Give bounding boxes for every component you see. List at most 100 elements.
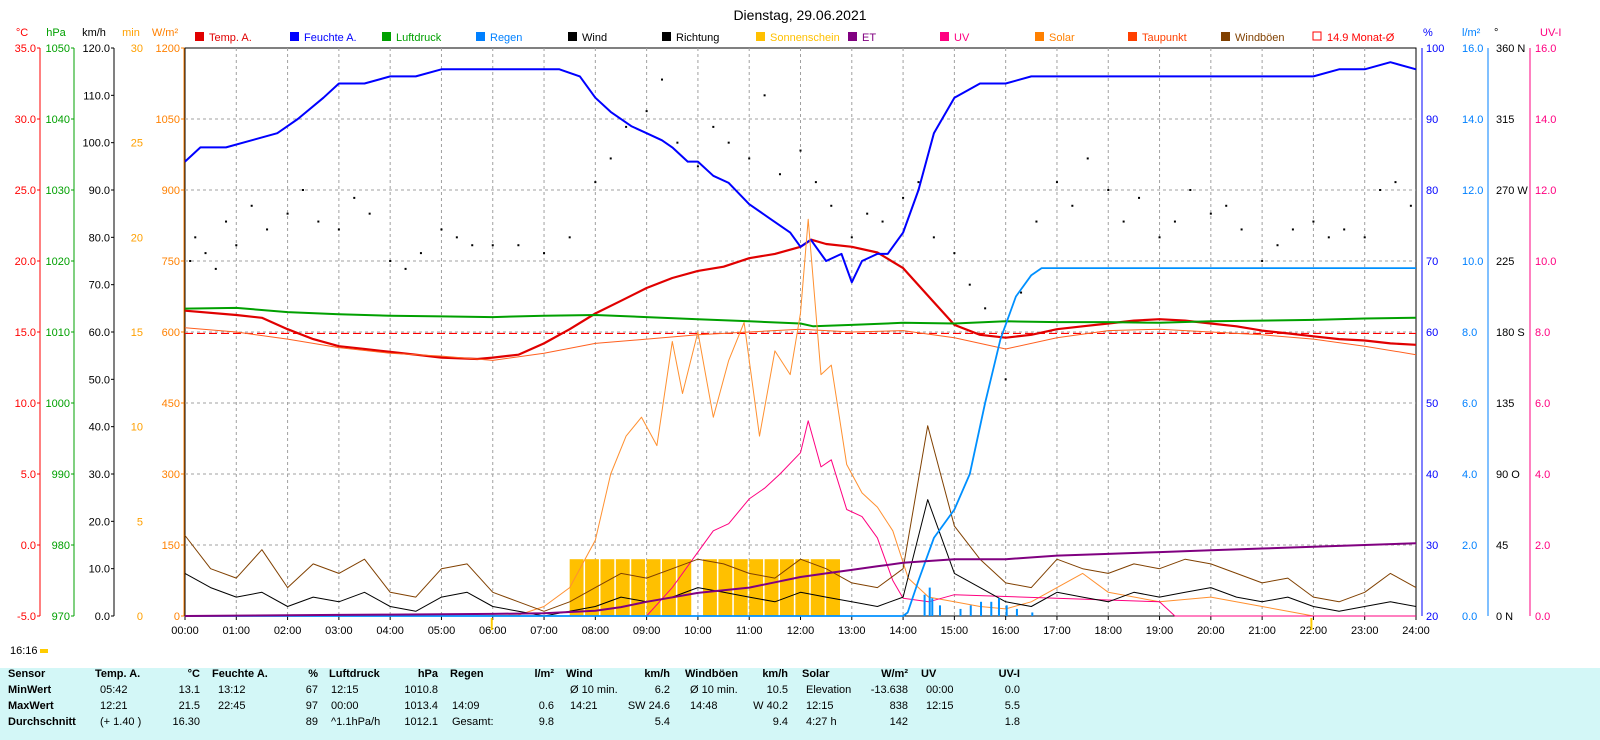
direction-point [968, 283, 971, 286]
rain-tick-label: 16.0 [1462, 43, 1483, 55]
direction-point [1189, 189, 1192, 191]
sunshine-tick-label: 20 [131, 232, 143, 244]
wind-tick-label: 110.0 [83, 90, 110, 102]
uvi-tick-label: 12.0 [1535, 185, 1556, 197]
stats-gusts-time: Ø 10 min. [690, 684, 738, 696]
legend-label-gusts: Windböen [1235, 32, 1285, 44]
wind-axis-unit: km/h [82, 27, 106, 39]
direction-point [609, 157, 612, 160]
direction-point [517, 244, 520, 247]
direction-point [1394, 181, 1397, 184]
stats-solar-value: 838 [889, 700, 908, 712]
stats-solar-value: -13.638 [870, 684, 908, 696]
direction-point [1343, 228, 1346, 231]
stats-uv-time: 00:00 [926, 684, 954, 696]
legend-label-direction: Richtung [676, 32, 719, 44]
current-time-label: 16:16 [10, 645, 38, 657]
direction-point [491, 244, 494, 247]
direction-point [286, 212, 289, 215]
wind-tick-label: 50.0 [89, 374, 110, 386]
direction-point [902, 196, 905, 199]
pressure-tick-label: 1020 [46, 256, 70, 268]
stats-wind-time: 14:21 [570, 700, 598, 712]
rain-rate-bar [1031, 612, 1034, 616]
stats-humidity-time: 22:45 [218, 700, 246, 712]
direction-tick-label: 360 N [1496, 43, 1525, 55]
stats-header-solar: Solar [802, 668, 830, 680]
direction-point [194, 236, 197, 239]
direction-point [568, 236, 571, 239]
direction-point [661, 78, 664, 81]
stats-temp-time: (+ 1.40 ) [100, 716, 142, 728]
legend-swatch-direction [662, 32, 671, 41]
direction-point [645, 110, 648, 113]
stats-header-gusts: Windböen [685, 668, 739, 680]
direction-point [235, 244, 238, 247]
solar-tick-label: 1200 [156, 43, 180, 55]
wind-tick-label: 70.0 [89, 280, 110, 292]
direction-tick-label: 45 [1496, 540, 1508, 552]
direction-point [1276, 244, 1279, 247]
stats-humidity-value: 89 [305, 716, 318, 728]
direction-point [1122, 220, 1125, 223]
stats-header-pressure: Luftdruck [329, 668, 380, 680]
stats-header-sensor: Sensor [8, 668, 46, 680]
direction-point [1055, 181, 1058, 184]
rain-rate-bar [931, 598, 934, 616]
direction-tick-label: 90 O [1496, 469, 1520, 481]
uvi-tick-label: 4.0 [1535, 469, 1550, 481]
sunshine-tick-label: 15 [131, 327, 143, 339]
solar-tick-label: 750 [162, 256, 180, 268]
direction-point [1209, 212, 1212, 215]
uvi-tick-label: 10.0 [1535, 256, 1556, 268]
legend-swatch-rain [476, 32, 485, 41]
pressure-tick-label: 990 [52, 469, 70, 481]
legend-swatch-gusts [1221, 32, 1230, 41]
wind-tick-label: 120.0 [82, 43, 110, 55]
rain-tick-label: 2.0 [1462, 540, 1477, 552]
x-tick-label: 23:00 [1351, 625, 1379, 637]
direction-point [696, 165, 699, 168]
stats-pressure-value: 1012.1 [404, 716, 438, 728]
humidity-tick-label: 80 [1426, 185, 1438, 197]
stats-row-label: MaxWert [8, 700, 54, 712]
humidity-tick-label: 100 [1426, 43, 1444, 55]
stats-temp-time: 05:42 [100, 684, 128, 696]
wind-tick-label: 80.0 [89, 232, 110, 244]
series-uv [185, 420, 1416, 617]
sunshine-tick-label: 30 [131, 43, 143, 55]
direction-point [189, 260, 192, 262]
humidity-tick-label: 30 [1426, 540, 1438, 552]
rain-rate-bar [1015, 608, 1018, 616]
x-tick-label: 04:00 [376, 625, 404, 637]
current-time: 16:16 [10, 645, 48, 657]
stats-row-label: MinWert [8, 684, 52, 696]
sunshine-tick-label: 10 [131, 422, 143, 434]
uvi-tick-label: 16.0 [1535, 43, 1556, 55]
stats-row-label: Durchschnitt [8, 716, 76, 728]
direction-point [1261, 260, 1264, 262]
sun-marker-icon [39, 649, 48, 654]
series-regen [185, 267, 1416, 617]
direction-point [830, 204, 833, 207]
direction-point [1312, 220, 1315, 223]
sunshine-bar [703, 559, 717, 616]
direction-point [799, 149, 802, 152]
sunshine-tick-label: 0 [137, 611, 143, 623]
wind-tick-label: 20.0 [89, 516, 110, 528]
stats-pressure-value: 1013.4 [404, 700, 438, 712]
sunshine-tick-label: 5 [137, 516, 143, 528]
temp-tick-label: 20.0 [15, 256, 36, 268]
sunshine-bar [662, 559, 676, 616]
uvi-tick-label: 0.0 [1535, 611, 1550, 623]
temp-axis-unit: °C [16, 27, 28, 39]
direction-point [881, 220, 884, 223]
x-tick-label: 24:00 [1402, 625, 1430, 637]
temp-tick-label: 0.0 [21, 540, 36, 552]
humidity-tick-label: 70 [1426, 256, 1438, 268]
uvi-tick-label: 2.0 [1535, 540, 1550, 552]
solar-tick-label: 0 [174, 611, 180, 623]
x-tick-label: 05:00 [428, 625, 456, 637]
stats-rain-value: 0.6 [538, 700, 554, 712]
sunshine-tick-label: 25 [131, 138, 143, 150]
